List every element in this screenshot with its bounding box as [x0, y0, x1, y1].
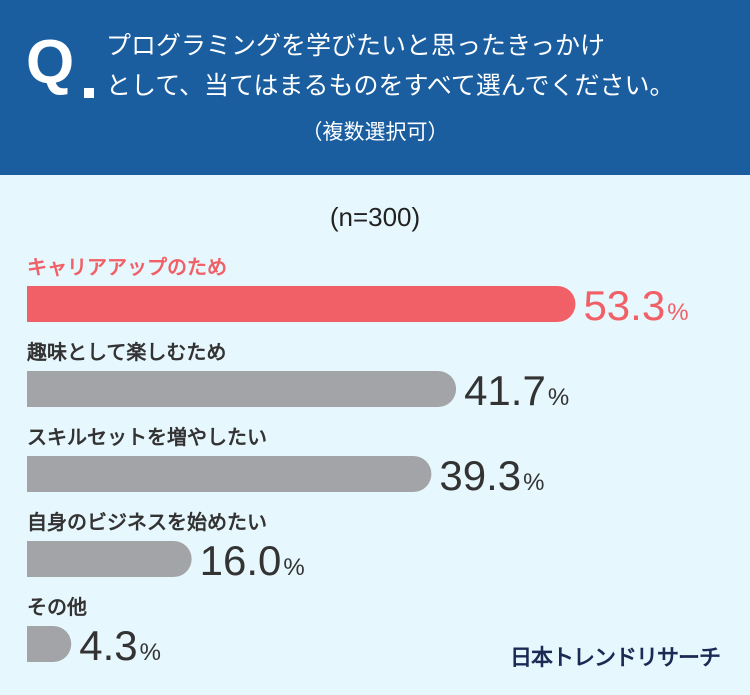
- sample-size-label: (n=300): [329, 202, 421, 232]
- category-label: その他: [27, 595, 87, 619]
- category-label: 自身のビジネスを始めたい: [27, 510, 267, 534]
- value-label: 4.3%: [79, 622, 161, 669]
- bar-chart: キャリアアップのため 53.3% 趣味として楽しむため 41.7% スキルセットを増やし…: [26, 255, 689, 669]
- bar: [27, 541, 192, 577]
- value-label: 39.3%: [439, 452, 544, 499]
- value-label: 41.7%: [464, 367, 569, 414]
- category-label: 趣味として楽しむため: [26, 340, 226, 364]
- question-text-line1: プログラミングを学びたいと思ったきっかけ: [106, 31, 606, 60]
- category-label: キャリアアップのため: [27, 255, 227, 279]
- q-mark: Q: [26, 28, 75, 97]
- multiple-choice-note: （複数選択可）: [301, 120, 449, 144]
- category-label: スキルセットを増やしたい: [27, 425, 267, 449]
- value-label: 53.3%: [583, 282, 688, 329]
- bar: [27, 626, 72, 662]
- question-text-line2: として、当てはまるものをすべて選んでください。: [106, 71, 675, 100]
- question-header: Q プログラミングを学びたいと思ったきっかけ として、当てはまるものをすべて選ん…: [0, 0, 750, 175]
- bar: [27, 371, 457, 407]
- value-label: 16.0%: [200, 537, 305, 584]
- bar: [27, 456, 432, 492]
- brand-logo: 日本トレンドリサーチ: [509, 646, 721, 671]
- bar: [27, 286, 576, 322]
- q-dot: [84, 88, 94, 98]
